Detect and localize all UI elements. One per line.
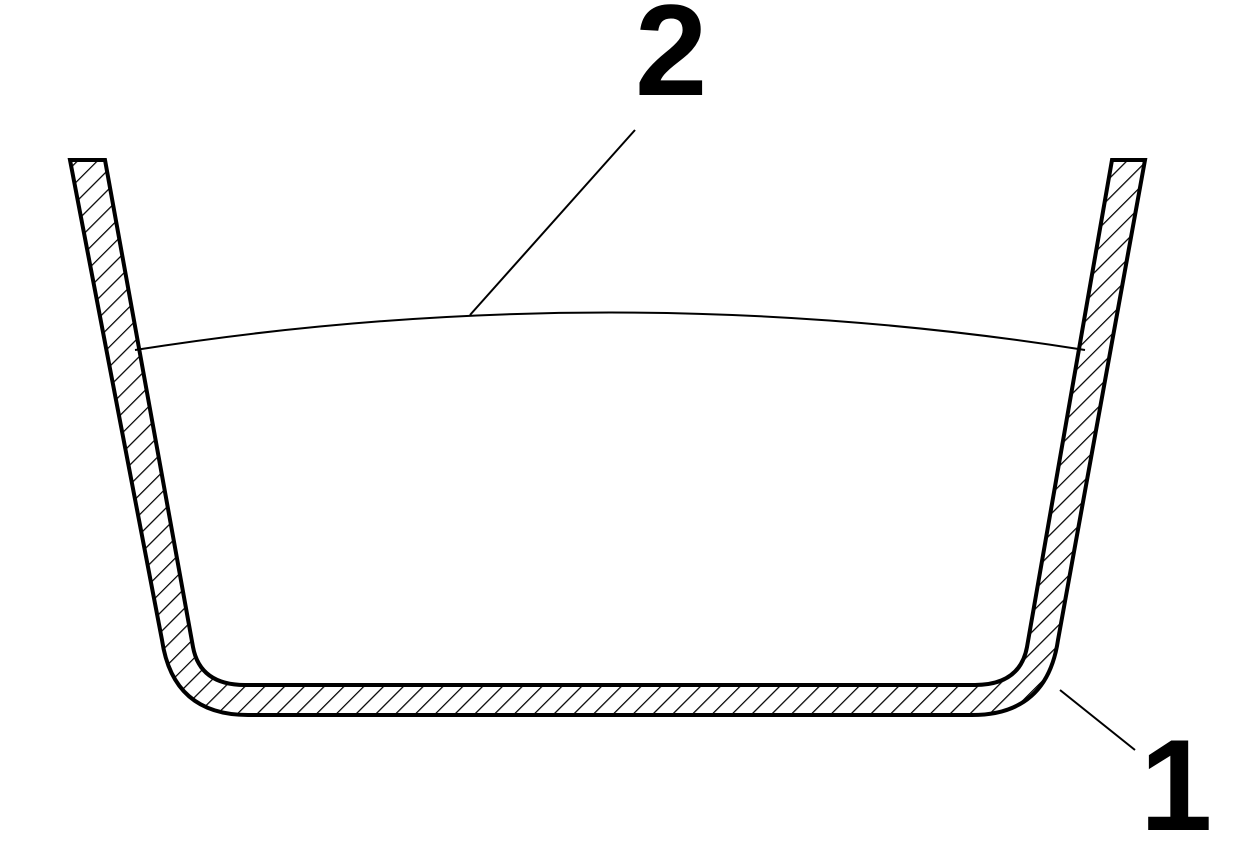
vessel-wall — [70, 160, 1145, 715]
leader-line-1 — [1060, 690, 1135, 750]
callout-label-1: 1 — [1140, 712, 1212, 858]
technical-diagram: 2 1 — [0, 0, 1240, 863]
leader-line-2 — [470, 130, 635, 315]
liquid-surface — [135, 313, 1085, 351]
callout-label-2: 2 — [635, 0, 707, 123]
